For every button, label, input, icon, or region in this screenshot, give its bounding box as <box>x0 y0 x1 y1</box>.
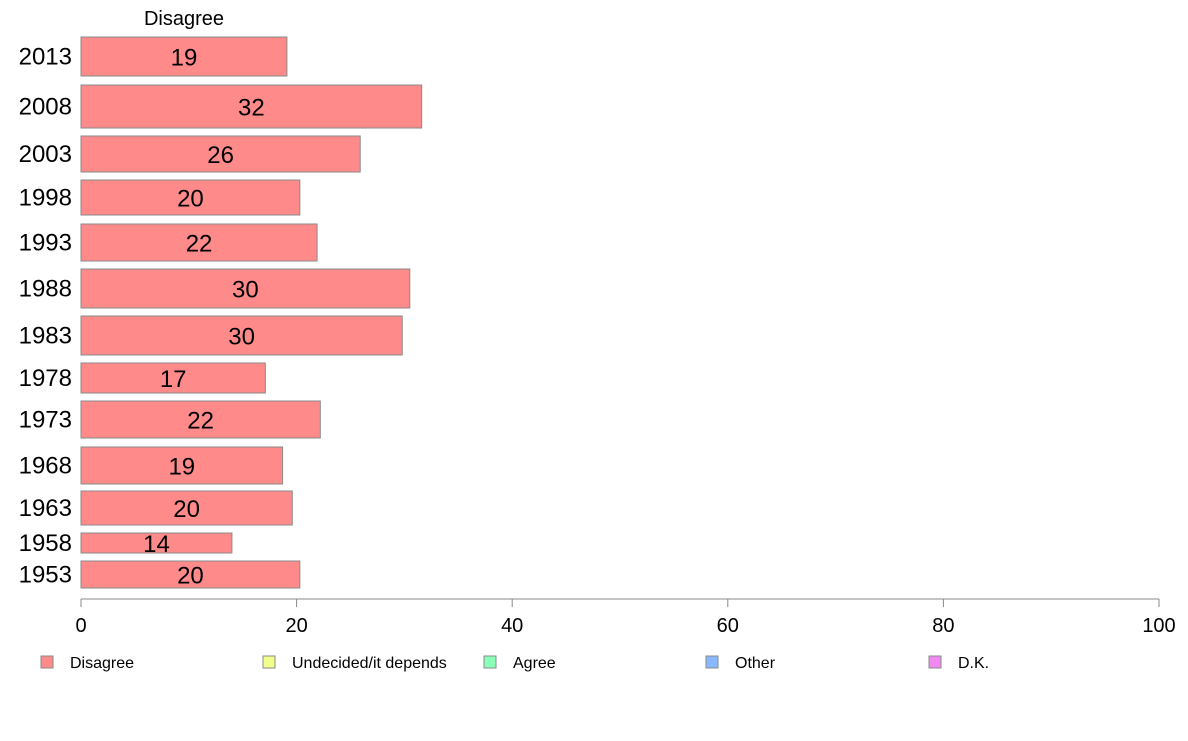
legend-item-other: Other <box>705 655 776 672</box>
bar-group-1983: 30 1983 <box>19 315 403 356</box>
x-tick-label-0: 0 <box>75 615 86 637</box>
x-tick-label-40: 40 <box>501 615 523 637</box>
legend-swatch-undecided-it-depends <box>262 655 276 669</box>
bar-group-1958: 14 1958 <box>19 530 233 558</box>
category-label-1993: 1993 <box>19 230 72 257</box>
x-axis: 0 20 40 60 80 100 <box>75 598 1176 637</box>
bar-group-1968: 19 1968 <box>19 446 284 485</box>
category-label-1953: 1953 <box>19 562 72 589</box>
bar-1993 <box>80 223 318 262</box>
bar-value-label-1958: 14 <box>143 531 170 558</box>
bar-1953 <box>80 560 301 589</box>
bar-value-label-2003: 26 <box>207 142 234 169</box>
bar-1958 <box>80 532 233 554</box>
bars-layer: 19 2013 32 2008 26 2003 20 1998 22 1993 30 1988 30 19… <box>19 36 423 590</box>
bar-value-label-1978: 17 <box>160 366 187 393</box>
bar-1988 <box>80 268 411 309</box>
bar-value-label-1968: 19 <box>168 454 195 481</box>
legend-label-disagree: Disagree <box>70 655 134 672</box>
category-label-2003: 2003 <box>19 141 72 168</box>
bar-1998 <box>80 179 301 216</box>
legend-label-d-k: D.K. <box>958 655 989 672</box>
category-label-2013: 2013 <box>19 44 72 71</box>
bar-group-1963: 20 1963 <box>19 490 293 526</box>
bar-group-1973: 22 1973 <box>19 400 321 439</box>
category-label-1973: 1973 <box>19 407 72 434</box>
bar-group-2008: 32 2008 <box>19 84 423 129</box>
category-label-1958: 1958 <box>19 530 72 557</box>
bar-value-label-1983: 30 <box>228 324 255 351</box>
panel-title: Disagree <box>144 8 224 30</box>
bar-value-label-1993: 22 <box>186 231 213 258</box>
x-tick-label-80: 80 <box>932 615 954 637</box>
bar-value-label-2008: 32 <box>238 95 265 122</box>
legend-swatch-d-k <box>928 655 942 669</box>
bar-group-1978: 17 1978 <box>19 362 266 394</box>
legend-swatch-disagree <box>40 655 54 669</box>
bar-2008 <box>80 84 423 129</box>
legend-item-d-k: D.K. <box>928 655 989 672</box>
bar-group-1998: 20 1998 <box>19 179 301 216</box>
legend: Disagree Undecided/it depends Agree Other D.… <box>40 655 989 672</box>
bar-1978 <box>80 362 266 394</box>
bar-value-label-2013: 19 <box>171 45 198 72</box>
legend-label-undecided-it-depends: Undecided/it depends <box>292 655 447 672</box>
bar-2003 <box>80 135 361 173</box>
bar-1963 <box>80 490 293 526</box>
legend-item-undecided-it-depends: Undecided/it depends <box>262 655 447 672</box>
legend-item-disagree: Disagree <box>40 655 134 672</box>
x-tick-label-100: 100 <box>1142 615 1175 637</box>
legend-label-agree: Agree <box>513 655 556 672</box>
bar-group-1988: 30 1988 <box>19 268 411 309</box>
bar-value-label-1988: 30 <box>232 277 259 304</box>
category-label-1988: 1988 <box>19 276 72 303</box>
category-label-1978: 1978 <box>19 365 72 392</box>
bar-1973 <box>80 400 321 439</box>
bar-group-2013: 19 2013 <box>19 36 288 77</box>
category-label-1968: 1968 <box>19 453 72 480</box>
category-label-2008: 2008 <box>19 94 72 121</box>
bar-group-2003: 26 2003 <box>19 135 361 173</box>
x-tick-label-60: 60 <box>717 615 739 637</box>
category-label-1983: 1983 <box>19 323 72 350</box>
bar-value-label-1953: 20 <box>177 563 204 590</box>
bar-group-1953: 20 1953 <box>19 560 301 590</box>
x-tick-label-20: 20 <box>285 615 307 637</box>
bar-group-1993: 22 1993 <box>19 223 318 262</box>
legend-swatch-other <box>705 655 719 669</box>
bar-value-label-1963: 20 <box>173 496 200 523</box>
category-label-1998: 1998 <box>19 185 72 212</box>
legend-item-agree: Agree <box>483 655 556 672</box>
bar-2013 <box>80 36 288 77</box>
legend-label-other: Other <box>735 655 776 672</box>
bar-1968 <box>80 446 284 485</box>
category-label-1963: 1963 <box>19 495 72 522</box>
bar-1983 <box>80 315 403 356</box>
bar-value-label-1998: 20 <box>177 186 204 213</box>
legend-swatch-agree <box>483 655 497 669</box>
bar-value-label-1973: 22 <box>187 408 214 435</box>
